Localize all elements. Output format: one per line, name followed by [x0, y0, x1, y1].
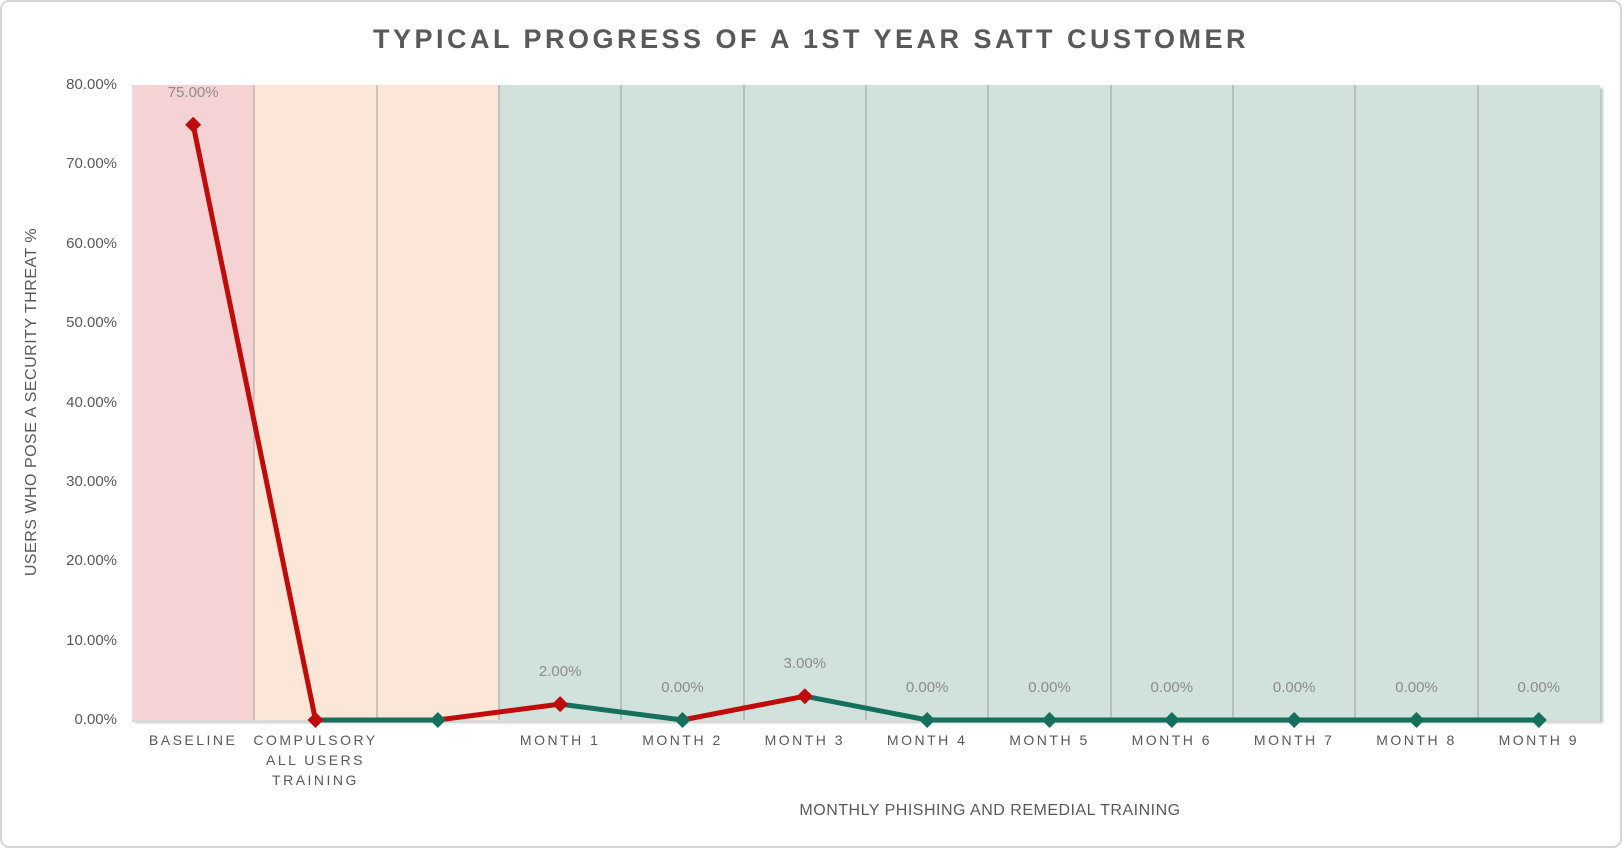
data-label: 75.00%: [167, 83, 219, 101]
vertical-gridline: [498, 85, 500, 720]
y-tick-label: 30.00%: [66, 472, 117, 490]
category-label: BASELINE: [148, 732, 238, 748]
x-axis-title: MONTHLY PHISHING AND REMEDIAL TRAINING: [799, 802, 1181, 819]
y-tick-label: 20.00%: [66, 552, 117, 570]
data-label: 0.00%: [1395, 679, 1438, 696]
category-label: COMPULSORY ALL USERS TRAINING: [253, 732, 378, 788]
vertical-gridline: [1109, 85, 1112, 720]
y-tick-label: 50.00%: [66, 314, 117, 332]
vertical-gridline: [1476, 85, 1479, 720]
y-tick-label: 10.00%: [66, 631, 117, 649]
data-label: 0.00%: [1028, 679, 1071, 696]
category-label: MONTH 9: [1498, 732, 1580, 748]
category-label: MONTH 8: [1376, 732, 1457, 748]
vertical-gridline: [865, 85, 867, 720]
data-label: 0.00%: [1517, 679, 1561, 696]
baseline-band: [132, 85, 255, 720]
chart-title: TYPICAL PROGRESS OF A 1ST YEAR SATT CUST…: [372, 24, 1250, 54]
vertical-gridline: [375, 85, 378, 720]
data-label: 2.00%: [538, 663, 582, 681]
data-label: 0.00%: [661, 679, 704, 696]
category-label: MONTH 6: [1131, 732, 1213, 748]
y-tick-label: 0.00%: [74, 711, 117, 728]
category-label: MONTH 5: [1009, 732, 1090, 748]
data-label: 0.00%: [1272, 679, 1316, 696]
vertical-gridline: [742, 85, 745, 720]
data-label: 0.00%: [905, 679, 949, 696]
x-axis-line: [132, 720, 1600, 722]
category-label: MONTH 3: [764, 732, 846, 748]
monthly-training-band: [499, 85, 1600, 720]
y-tick-label: 40.00%: [66, 393, 117, 411]
y-tick-label: 70.00%: [66, 155, 117, 173]
data-label: 3.00%: [783, 655, 827, 673]
category-label: MONTH 7: [1253, 732, 1335, 748]
y-tick-label: 60.00%: [66, 234, 117, 252]
vertical-gridline: [1354, 85, 1357, 720]
category-label: MONTH 1: [519, 732, 601, 748]
data-label: 0.00%: [1150, 679, 1194, 696]
vertical-gridline: [620, 85, 623, 720]
y-tick-label: 80.00%: [66, 76, 117, 93]
vertical-gridline: [987, 85, 990, 720]
category-label: MONTH 2: [642, 732, 723, 748]
vertical-gridline: [1232, 85, 1234, 720]
vertical-gridline: [253, 85, 256, 720]
category-label: MONTH 4: [886, 732, 968, 748]
